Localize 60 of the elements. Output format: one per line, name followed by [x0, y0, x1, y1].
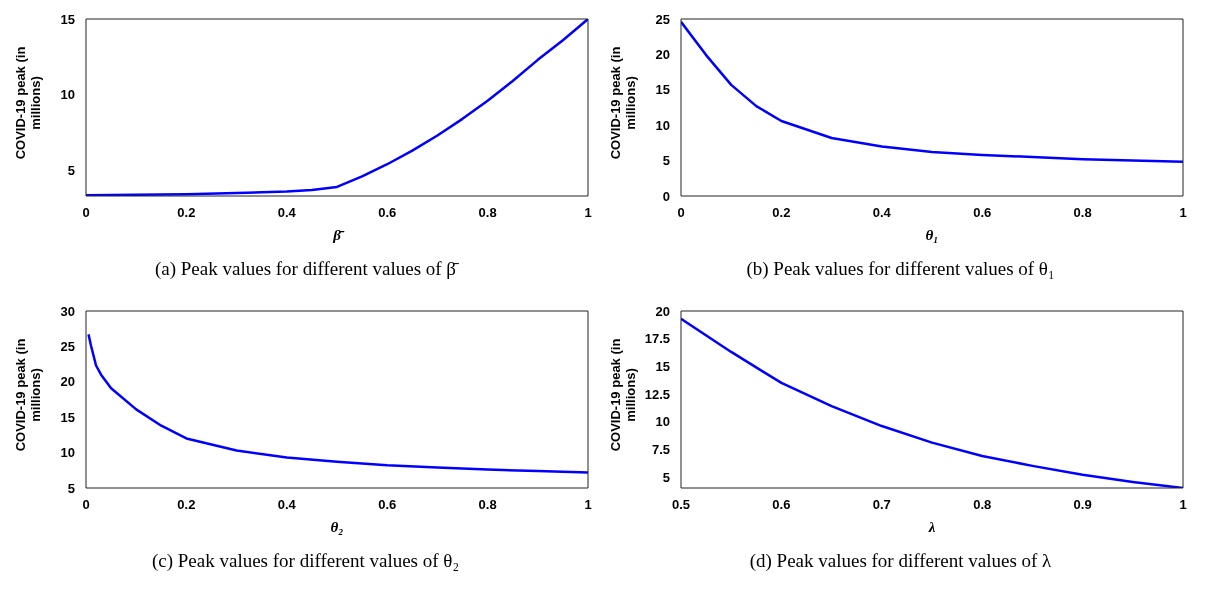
text: (b) Peak values for different values of θ₁: [745, 258, 1056, 280]
x-tick-label: 1: [584, 497, 592, 513]
y-tick-label: 10: [60, 445, 75, 461]
x-axis-title: λ: [927, 519, 936, 535]
x-tick-label: 0.6: [378, 497, 397, 513]
x-tick-label: 0.6: [973, 205, 992, 221]
y-tick-label: 15: [655, 82, 670, 98]
x-axis-title: θ₁: [925, 227, 939, 243]
y-tick-label: 0: [662, 188, 670, 204]
line-series: [86, 19, 588, 196]
x-tick-label: 0.4: [277, 205, 297, 221]
x-tick-label: 1: [1179, 205, 1187, 221]
x-axis-title: θ₂: [330, 519, 344, 535]
y-tick-label: 15: [655, 358, 670, 374]
x-tick-label: 0.4: [277, 497, 297, 513]
text: (d) Peak values for different values of λ: [748, 550, 1053, 572]
x-tick-label: 0: [677, 205, 685, 221]
y-tick-label: 5: [662, 469, 670, 485]
x-tick-label: 0.8: [478, 497, 497, 513]
y-tick-label: 5: [67, 162, 75, 178]
x-tick-label: 0.8: [1073, 205, 1092, 221]
x-tick-label: 0.9: [1073, 497, 1092, 513]
y-tick-label: 15: [60, 409, 75, 425]
y-tick-label: 5: [662, 153, 670, 169]
x-tick-label: 0.2: [177, 497, 196, 513]
y-tick-label: 30: [60, 303, 75, 319]
x-tick-label: 0: [82, 205, 90, 221]
x-tick-label: 0.2: [772, 205, 791, 221]
x-tick-label: 1: [1179, 497, 1187, 513]
x-tick-label: 0.7: [872, 497, 891, 513]
y-tick-label: 12.5: [644, 386, 670, 402]
x-tick-label: 0.6: [378, 205, 397, 221]
y-tick-label: 20: [60, 374, 75, 390]
x-tick-label: 0.2: [177, 205, 196, 221]
x-tick-label: 0.8: [973, 497, 992, 513]
y-tick-label: 7.5: [651, 441, 670, 457]
y-axis-title: COVID-19 peak (in millions): [608, 45, 638, 162]
x-tick-label: 0.8: [478, 205, 497, 221]
line-series: [87, 333, 588, 474]
y-tick-label: 10: [655, 414, 670, 430]
y-tick-label: 15: [60, 11, 75, 27]
y-tick-label: 17.5: [644, 331, 670, 347]
x-tick-label: 0.4: [872, 205, 892, 221]
x-tick-label: 1: [584, 205, 592, 221]
y-tick-label: 20: [655, 47, 670, 63]
text: (a) Peak values for different values of β̄: [153, 258, 460, 280]
y-tick-label: 25: [655, 11, 670, 27]
y-tick-label: 10: [60, 87, 75, 103]
x-tick-label: 0.6: [772, 497, 791, 513]
y-axis-title: COVID-19 peak (in millions): [608, 337, 638, 454]
y-tick-label: 10: [655, 117, 670, 133]
y-tick-label: 5: [67, 480, 75, 496]
y-axis-title: COVID-19 peak (in millions): [13, 45, 43, 162]
x-axis-title: β̄: [332, 227, 345, 243]
y-axis-title: COVID-19 peak (in millions): [13, 337, 43, 454]
text: (c) Peak values for different values of θ₂: [150, 550, 461, 572]
y-tick-label: 25: [60, 339, 75, 355]
x-tick-label: 0: [82, 497, 90, 513]
x-tick-label: 0.5: [671, 497, 691, 513]
y-tick-label: 20: [655, 303, 670, 319]
